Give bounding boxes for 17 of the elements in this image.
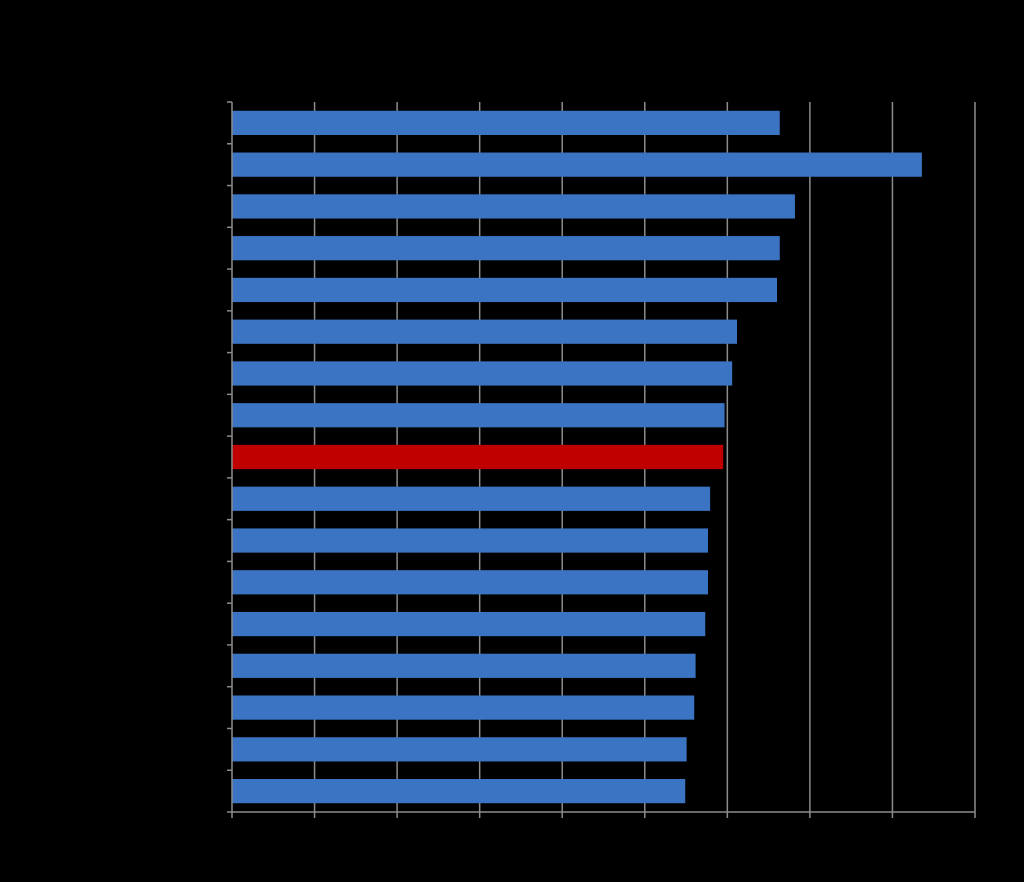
- bar: [232, 737, 687, 762]
- bar: [232, 152, 922, 177]
- bar: [232, 528, 709, 553]
- bar: [232, 361, 733, 386]
- bar: [232, 779, 686, 804]
- bar: [232, 695, 695, 720]
- bar: [232, 110, 780, 135]
- bar: [232, 570, 709, 595]
- bar: [232, 319, 737, 344]
- bar: [232, 444, 724, 470]
- bar: [232, 486, 711, 511]
- bar: [232, 277, 778, 303]
- bar: [232, 236, 780, 261]
- bar: [232, 403, 725, 428]
- bar: [232, 194, 795, 219]
- bar: [232, 653, 696, 678]
- bar: [232, 611, 706, 637]
